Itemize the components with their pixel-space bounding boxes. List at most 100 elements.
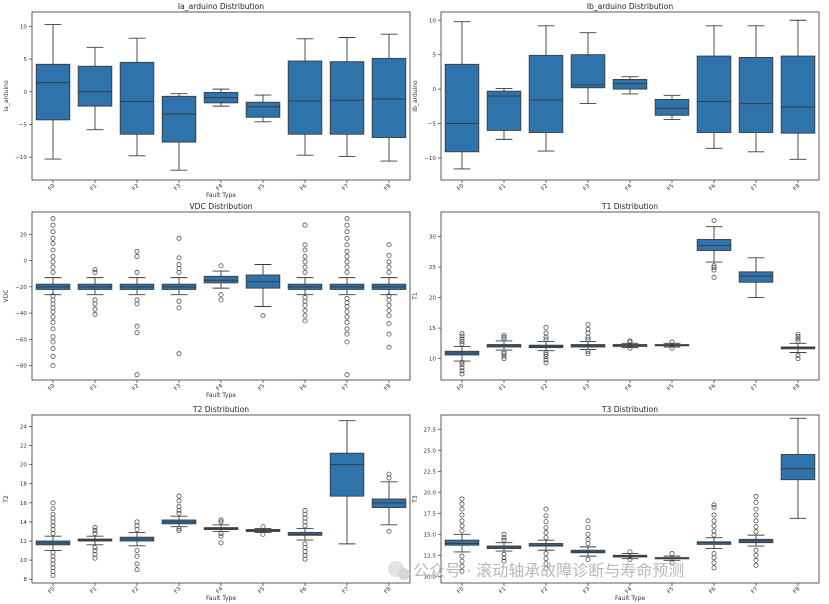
outlier-point <box>344 372 350 378</box>
outlier-point <box>753 524 759 530</box>
box-F1 <box>77 267 113 317</box>
outlier-point <box>92 525 98 531</box>
x-tick-label: F8 <box>792 383 801 392</box>
outlier-point <box>50 346 56 351</box>
chart-panel-2: Ib_arduino Distribution −10 −5 0 5 10 Ib_ardui… <box>412 2 820 192</box>
box-F8 <box>371 471 407 534</box>
x-tick-label: F0 <box>47 586 56 595</box>
box-F4 <box>612 549 648 562</box>
outlier-point <box>753 506 759 512</box>
outlier-point <box>711 504 717 510</box>
y-tick-label: 10 <box>429 357 437 363</box>
outlier-point <box>501 336 507 342</box>
outlier-point <box>50 530 56 536</box>
box-F2 <box>119 37 155 157</box>
y-tick-label: 22 <box>20 444 27 450</box>
outlier-point <box>386 344 392 350</box>
outlier-point <box>543 351 549 357</box>
x-tick-label: F0 <box>456 183 465 192</box>
box-F7 <box>329 420 365 545</box>
outlier-point <box>344 326 350 332</box>
x-tick-label: F2 <box>540 586 549 595</box>
x-tick-label: F5 <box>257 586 266 595</box>
iqr-box <box>329 452 365 497</box>
outlier-point <box>795 353 801 359</box>
x-axis-label: Fault Type <box>206 392 236 399</box>
x-tick-label: F7 <box>341 183 350 192</box>
outlier-point <box>176 305 182 311</box>
outlier-point <box>176 262 182 267</box>
outlier-point <box>50 334 56 340</box>
plot-frame <box>31 11 411 181</box>
box-F4 <box>612 338 648 351</box>
outlier-point <box>459 339 465 344</box>
box-F5 <box>245 524 281 537</box>
outlier-point <box>711 265 717 271</box>
y-tick-label: 0 <box>23 259 27 265</box>
outlier-point <box>795 339 801 344</box>
box-F4 <box>612 76 648 95</box>
outlier-point <box>50 254 56 260</box>
box-F5 <box>245 264 281 319</box>
outlier-point <box>344 300 350 306</box>
x-tick-label: F5 <box>257 183 266 192</box>
outlier-point <box>711 528 717 534</box>
outlier-point <box>50 314 56 320</box>
x-tick-label: F3 <box>173 383 182 392</box>
outlier-point <box>459 368 465 374</box>
outlier-point <box>386 252 392 258</box>
outlier-point <box>92 311 98 317</box>
outlier-point <box>543 530 549 536</box>
box-F7 <box>738 25 774 153</box>
outlier-point <box>50 301 56 307</box>
box-F7 <box>738 494 774 568</box>
outlier-point <box>218 540 224 546</box>
outlier-point <box>585 525 591 531</box>
outlier-point <box>50 269 56 275</box>
outlier-point <box>585 531 591 537</box>
outlier-point <box>92 545 98 551</box>
outlier-point <box>302 242 308 248</box>
x-tick-label: F4 <box>624 586 633 595</box>
outlier-point <box>344 248 350 254</box>
outlier-point <box>585 326 591 332</box>
box-F0 <box>444 331 480 377</box>
box-F1 <box>486 87 522 140</box>
y-tick-label: −5 <box>19 122 28 128</box>
outlier-point <box>302 313 308 319</box>
outlier-point <box>134 301 140 307</box>
outlier-point <box>176 298 182 304</box>
box-F8 <box>371 242 407 350</box>
y-tick-label: −5 <box>428 122 437 128</box>
outlier-point <box>386 269 392 275</box>
outlier-point <box>711 532 717 538</box>
outlier-point <box>92 306 98 312</box>
outlier-point <box>386 307 392 313</box>
outlier-point <box>501 558 507 564</box>
x-tick-label: F4 <box>624 183 633 192</box>
chart-panel-6: T3 Distribution 10.0 12.5 15.0 17.5 20.0 22.5 2… <box>412 405 820 602</box>
y-tick-label: 14 <box>20 520 28 526</box>
outlier-point <box>386 471 392 477</box>
outlier-point <box>459 553 465 559</box>
outlier-point <box>344 296 350 302</box>
outlier-point <box>302 294 308 300</box>
outlier-point <box>585 518 591 524</box>
outlier-point <box>50 247 56 253</box>
outlier-point <box>50 557 56 563</box>
box-F3 <box>570 518 606 562</box>
x-tick-label: F7 <box>341 586 350 595</box>
x-tick-label: F0 <box>47 383 56 392</box>
x-tick-label: F5 <box>666 383 675 392</box>
iqr-box <box>570 54 606 89</box>
chart-title: Ib_arduino Distribution <box>587 2 674 11</box>
outlier-point <box>711 523 717 529</box>
x-tick-label: F8 <box>792 586 801 595</box>
outlier-point <box>711 502 717 508</box>
plot-frame <box>440 11 820 181</box>
outlier-point <box>711 565 717 571</box>
x-tick-label: F7 <box>750 586 759 595</box>
outlier-point <box>386 297 392 303</box>
outlier-point <box>627 338 633 344</box>
